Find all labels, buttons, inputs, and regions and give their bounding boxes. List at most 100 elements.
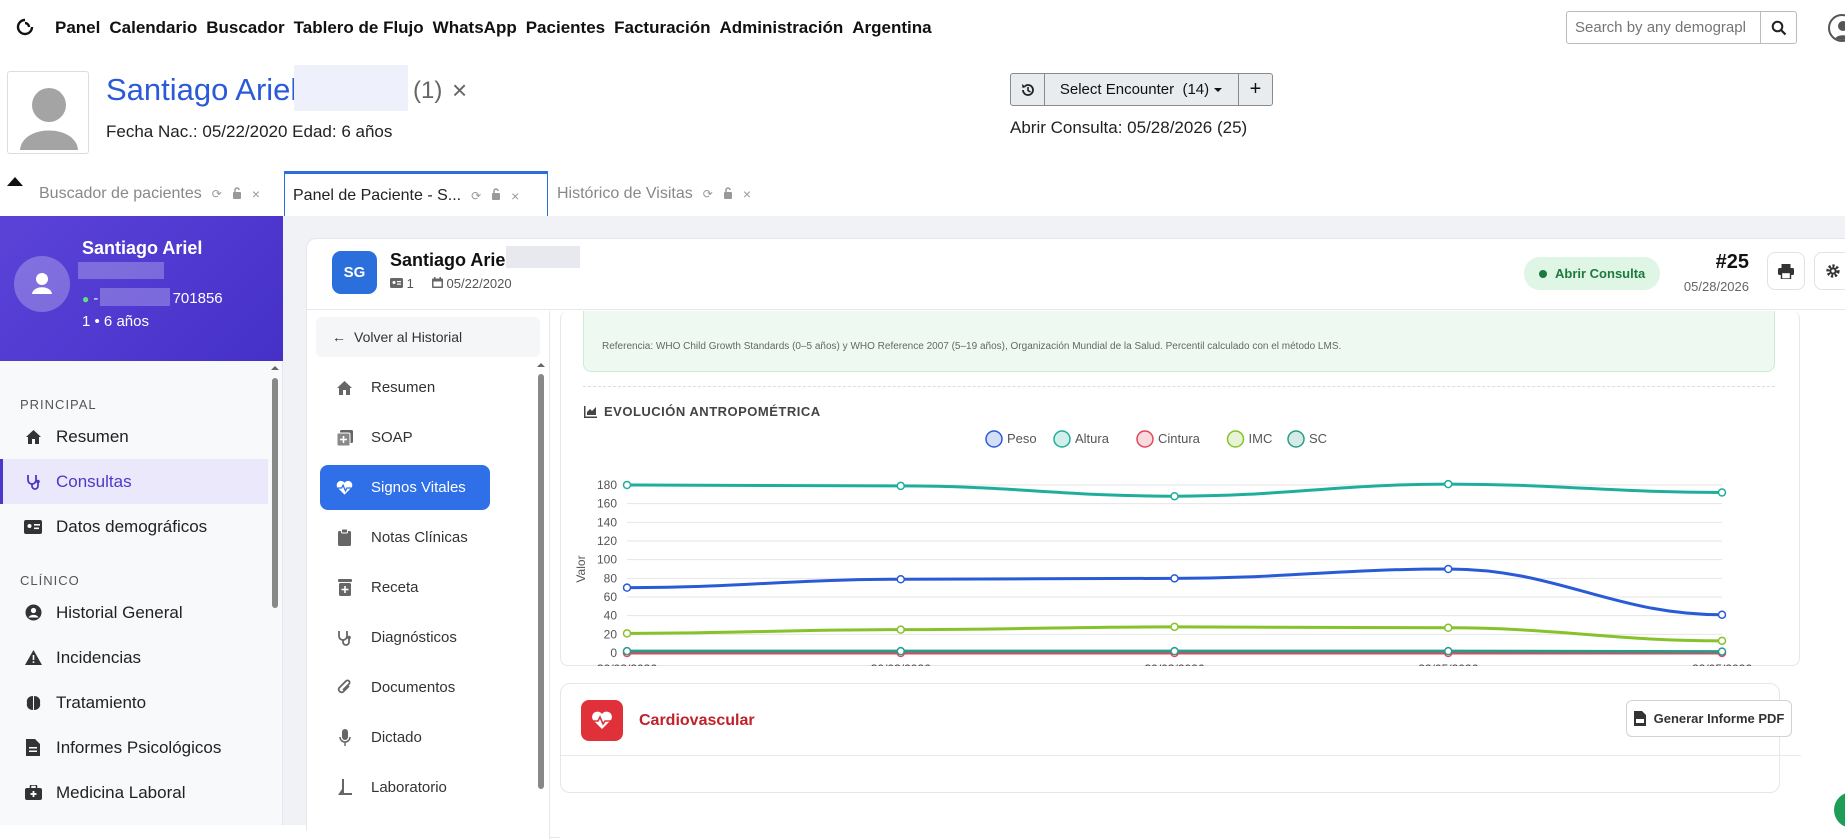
nav-item-whatsapp[interactable]: WhatsApp <box>433 18 517 38</box>
collapse-header-icon[interactable] <box>7 177 23 186</box>
data-point <box>1171 493 1178 500</box>
y-tick-label: 100 <box>597 553 617 567</box>
lock-icon[interactable] <box>723 187 733 202</box>
caret-down-icon <box>1213 86 1223 94</box>
y-axis-label: Valor <box>574 555 588 582</box>
scrollbar-thumb[interactable] <box>272 378 278 608</box>
data-point <box>1445 648 1452 655</box>
back-to-history-button[interactable]: ← Volver al Historial <box>316 317 540 357</box>
legend-swatch <box>1137 431 1153 447</box>
tab-panel-paciente[interactable]: Panel de Paciente - S... ⟳ × <box>284 171 548 218</box>
data-point <box>624 648 631 655</box>
close-icon[interactable]: × <box>511 188 519 204</box>
nav-item-argentina[interactable]: Argentina <box>852 18 931 38</box>
consult-nav-label: Diagnósticos <box>371 629 457 646</box>
lock-icon[interactable] <box>491 188 501 203</box>
legend-swatch <box>986 431 1002 447</box>
sidebar-item-tratamiento[interactable]: Tratamiento <box>0 680 268 725</box>
consult-nav-label: Dictado <box>371 729 422 746</box>
data-point <box>1719 611 1726 618</box>
consult-nav-label: SOAP <box>371 429 413 446</box>
nav-item-buscador[interactable]: Buscador <box>206 18 284 38</box>
consult-nav-receta[interactable]: Receta <box>320 565 490 610</box>
consult-nav-dictado[interactable]: Dictado <box>320 715 490 760</box>
consult-nav-soap[interactable]: SOAP <box>320 415 490 460</box>
consult-nav-laboratorio[interactable]: Laboratorio <box>320 765 490 810</box>
user-circle-icon <box>24 604 42 622</box>
consult-nav-resumen[interactable]: Resumen <box>320 365 490 410</box>
nav-item-calendario[interactable]: Calendario <box>109 18 197 38</box>
encounter-label: Select Encounter <box>1060 81 1174 98</box>
consult-nav-documentos[interactable]: Documentos <box>320 665 490 710</box>
settings-button[interactable] <box>1814 252 1845 290</box>
patient-photo[interactable] <box>7 71 89 154</box>
printer-icon <box>1778 264 1794 279</box>
card-patient-name: Santiago Ariel <box>82 238 202 259</box>
y-tick-label: 140 <box>597 515 617 529</box>
nav-item-pacientes[interactable]: Pacientes <box>526 18 605 38</box>
heart-pulse-icon <box>581 700 623 741</box>
cardiovascular-card: Cardiovascular Generar Informe PDF <box>560 683 1780 793</box>
id-card-icon <box>390 276 403 291</box>
scrollbar-thumb[interactable] <box>538 374 544 789</box>
nav-item-facturacion[interactable]: Facturación <box>614 18 710 38</box>
main-area: SG Santiago Ariel 1 05/22/2020 Abrir Con… <box>283 216 1845 825</box>
user-avatar-icon[interactable] <box>1828 14 1845 42</box>
sidebar-item-consultas[interactable]: Consultas <box>0 459 268 504</box>
consult-nav-label: Documentos <box>371 679 455 696</box>
nav-item-tablero[interactable]: Tablero de Flujo <box>294 18 424 38</box>
arrow-left-icon: ← <box>332 329 346 345</box>
heart-pulse-icon <box>336 479 353 496</box>
add-encounter-button[interactable]: + <box>1239 74 1272 105</box>
sidebar-item-incidencias[interactable]: Incidencias <box>0 635 268 680</box>
y-tick-label: 160 <box>597 497 617 511</box>
sidebar-item-medicina-laboral[interactable]: Medicina Laboral <box>0 770 268 815</box>
paperclip-icon <box>336 679 353 696</box>
refresh-icon[interactable]: ⟳ <box>703 187 713 201</box>
sidebar-item-resumen[interactable]: Resumen <box>0 414 268 459</box>
redacted-surname <box>506 246 580 268</box>
refresh-icon[interactable]: ⟳ <box>212 187 222 201</box>
nav-item-administracion[interactable]: Administración <box>719 18 843 38</box>
notes-plus-icon <box>336 429 353 446</box>
sidebar-item-historial-general[interactable]: Historial General <box>0 590 268 635</box>
close-icon[interactable]: × <box>743 186 751 202</box>
patient-initials: SG <box>332 251 377 294</box>
x-tick-label: 22/05/2026 <box>1692 662 1752 666</box>
legend-swatch <box>1054 431 1070 447</box>
sidebar-scrollbar[interactable] <box>271 364 279 825</box>
data-point <box>1719 489 1726 496</box>
legend-label: Altura <box>1075 431 1110 446</box>
redacted-surname <box>78 262 164 279</box>
sidebar-item-label: Datos demográficos <box>56 517 207 537</box>
anthropometric-chart: 02040608010012014016018030/03/202630/03/… <box>560 311 1800 666</box>
redacted-phone <box>100 288 170 306</box>
lock-icon[interactable] <box>232 187 242 202</box>
legend-swatch <box>1288 431 1304 447</box>
tab-historico-visitas[interactable]: Histórico de Visitas ⟳ × <box>549 171 799 217</box>
search-input[interactable] <box>1566 11 1761 44</box>
consult-nav-notas-clinicas[interactable]: Notas Clínicas <box>320 515 490 560</box>
search-button[interactable] <box>1760 11 1797 44</box>
patient-avatar <box>14 256 70 312</box>
consult-nav-signos-vitales[interactable]: Signos Vitales <box>320 465 490 510</box>
sidebar-item-informes-psicologicos[interactable]: Informes Psicológicos <box>0 725 268 770</box>
app-logo-icon[interactable] <box>16 18 34 36</box>
sidebar-item-datos-demograficos[interactable]: Datos demográficos <box>0 504 268 549</box>
refresh-icon[interactable]: ⟳ <box>471 189 481 203</box>
generate-pdf-button[interactable]: Generar Informe PDF <box>1626 700 1792 737</box>
close-patient-button[interactable]: × <box>452 75 467 106</box>
history-button[interactable] <box>1011 74 1045 105</box>
print-button[interactable] <box>1767 252 1805 290</box>
select-encounter-dropdown[interactable]: Select Encounter (14) <box>1045 74 1239 105</box>
y-tick-label: 20 <box>604 627 618 641</box>
card-divider <box>561 755 1801 756</box>
gear-icon <box>1825 263 1841 279</box>
consult-nav-scrollbar[interactable] <box>537 361 545 839</box>
close-icon[interactable]: × <box>252 186 260 202</box>
tab-buscador-pacientes[interactable]: Buscador de pacientes ⟳ × <box>28 171 283 217</box>
patient-panel: SG Santiago Ariel 1 05/22/2020 Abrir Con… <box>306 238 1845 838</box>
consult-nav-diagnosticos[interactable]: Diagnósticos <box>320 615 490 660</box>
nav-item-panel[interactable]: Panel <box>55 18 100 38</box>
status-label: Abrir Consulta <box>1555 266 1645 281</box>
